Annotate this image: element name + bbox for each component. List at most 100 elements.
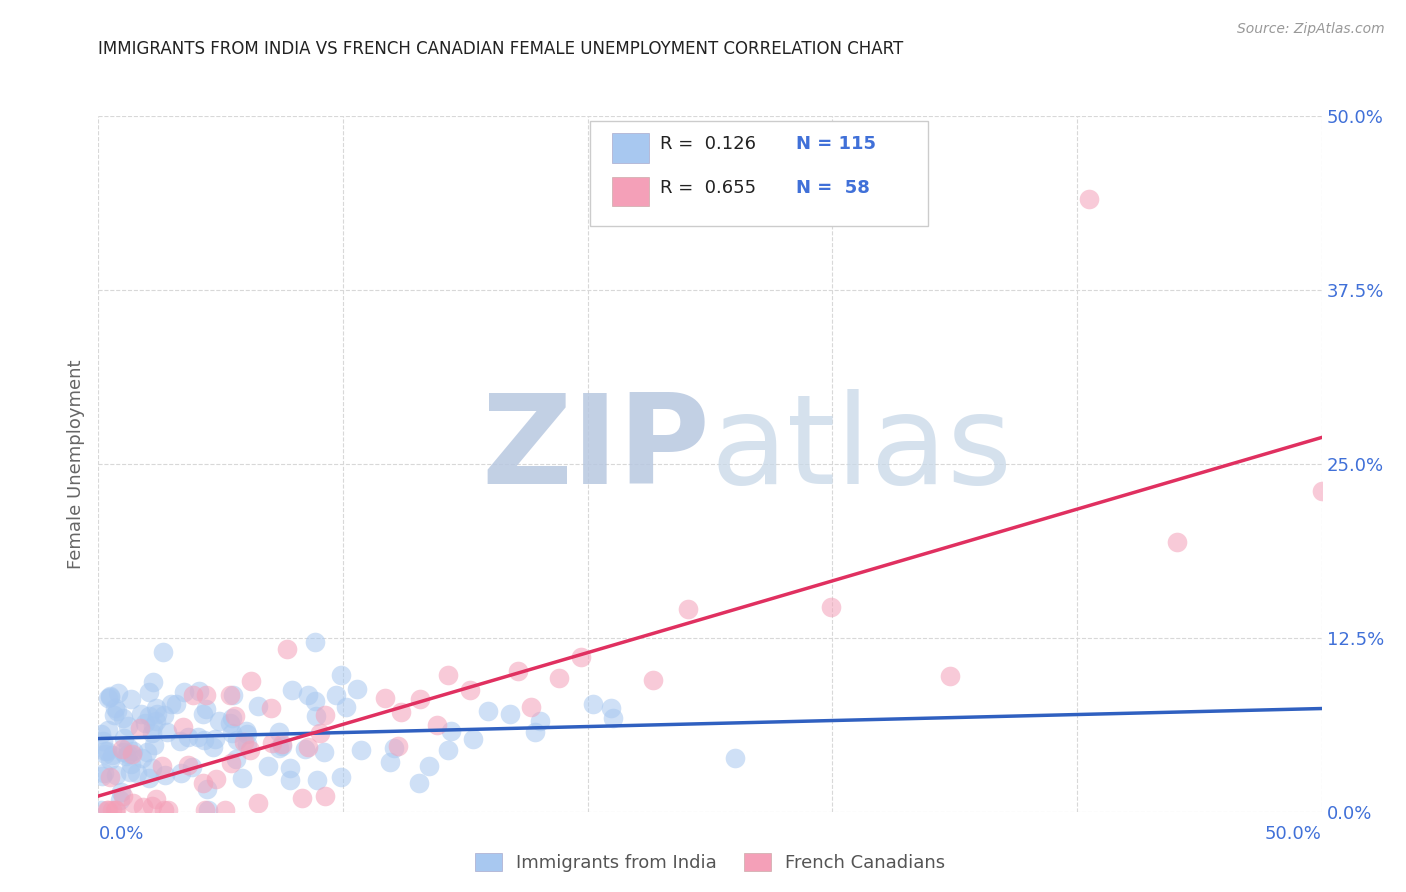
Point <box>280 683 302 698</box>
Point <box>297 739 319 754</box>
Point <box>169 734 191 748</box>
Point <box>112 745 135 759</box>
Point <box>219 688 242 702</box>
Point <box>820 599 842 614</box>
Point <box>111 789 134 803</box>
Point <box>107 686 129 700</box>
Point <box>214 803 236 817</box>
Point <box>112 711 135 725</box>
Point <box>314 745 336 759</box>
Point <box>173 685 195 699</box>
Point <box>387 739 409 753</box>
Point <box>382 741 405 756</box>
Point <box>374 691 396 706</box>
Point <box>145 791 167 805</box>
Point <box>221 710 243 724</box>
Point <box>676 601 699 615</box>
Point <box>156 724 179 739</box>
Point <box>177 757 200 772</box>
Point <box>280 761 302 775</box>
Point <box>98 770 121 784</box>
Point <box>458 682 481 697</box>
Point <box>294 742 316 756</box>
Point <box>165 697 187 711</box>
Point <box>225 752 247 766</box>
Point <box>101 748 124 763</box>
Point <box>1166 534 1188 549</box>
Point <box>181 688 204 702</box>
Point <box>138 772 160 786</box>
Point <box>325 688 347 702</box>
Point <box>98 689 121 703</box>
Point <box>120 692 142 706</box>
Point <box>172 720 194 734</box>
Point <box>170 766 193 780</box>
Point <box>219 715 242 730</box>
Text: 50.0%: 50.0% <box>1265 825 1322 843</box>
Point <box>138 709 160 723</box>
Point <box>437 743 460 757</box>
Point <box>181 760 204 774</box>
Point <box>523 725 546 739</box>
Point <box>297 688 319 702</box>
Point <box>195 702 218 716</box>
Point <box>96 803 118 817</box>
Point <box>195 781 218 796</box>
Point <box>111 742 134 756</box>
Point <box>96 744 118 758</box>
Point <box>240 673 263 688</box>
Text: Source: ZipAtlas.com: Source: ZipAtlas.com <box>1237 22 1385 37</box>
Point <box>115 749 138 764</box>
Point <box>105 704 128 718</box>
Point <box>153 803 176 817</box>
Point <box>226 732 249 747</box>
Point <box>330 770 353 784</box>
Point <box>156 803 179 817</box>
Point <box>91 733 114 747</box>
Point <box>602 711 624 725</box>
Point <box>152 708 174 723</box>
Point <box>104 700 127 714</box>
Point <box>409 692 432 706</box>
Point <box>117 740 139 755</box>
Point <box>94 744 117 758</box>
Point <box>150 759 173 773</box>
Text: atlas: atlas <box>710 390 1012 510</box>
Point <box>97 690 120 705</box>
Point <box>247 796 270 810</box>
Point <box>98 753 121 767</box>
Point <box>129 707 152 722</box>
Point <box>408 775 430 789</box>
Point <box>104 803 127 817</box>
Point <box>571 649 593 664</box>
Point <box>91 768 114 782</box>
Point <box>191 776 214 790</box>
Point <box>260 737 283 751</box>
Point <box>131 751 153 765</box>
Point <box>110 785 132 799</box>
Point <box>278 773 301 788</box>
Point <box>335 700 357 714</box>
Point <box>194 688 217 702</box>
Point <box>105 768 128 782</box>
Point <box>520 700 543 714</box>
Point <box>104 803 127 817</box>
FancyBboxPatch shape <box>591 120 928 226</box>
FancyBboxPatch shape <box>612 134 648 162</box>
Point <box>309 725 332 739</box>
Point <box>304 694 326 708</box>
Point <box>142 674 165 689</box>
Point <box>141 798 163 813</box>
Point <box>1078 193 1101 207</box>
Point <box>97 803 120 817</box>
Point <box>98 690 121 704</box>
Point <box>477 704 499 718</box>
Text: N = 115: N = 115 <box>796 135 876 153</box>
Point <box>117 719 139 733</box>
Text: R =  0.655: R = 0.655 <box>659 178 756 196</box>
Point <box>270 739 292 754</box>
Point <box>271 738 294 752</box>
Point <box>197 803 219 817</box>
Point <box>94 747 117 762</box>
Point <box>222 688 245 702</box>
